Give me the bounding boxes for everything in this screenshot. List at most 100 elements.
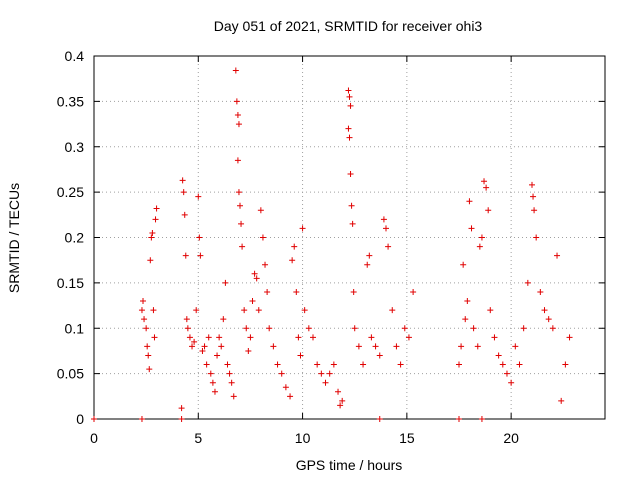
- data-point: [191, 338, 198, 345]
- data-point: [351, 325, 358, 332]
- data-point: [476, 243, 483, 250]
- data-point: [291, 243, 298, 250]
- data-point: [203, 361, 210, 368]
- data-point: [282, 384, 289, 391]
- data-point: [554, 252, 561, 259]
- data-point: [146, 366, 153, 373]
- data-point: [235, 121, 242, 128]
- data-point: [234, 111, 241, 118]
- y-tick-label: 0.05: [57, 366, 84, 382]
- data-point: [345, 125, 352, 132]
- data-point: [259, 234, 266, 241]
- data-point: [149, 229, 156, 236]
- y-tick-label: 0.1: [65, 320, 85, 336]
- data-point: [144, 343, 151, 350]
- data-point: [274, 361, 281, 368]
- data-point: [278, 370, 285, 377]
- data-point: [335, 388, 342, 395]
- data-point: [220, 316, 227, 323]
- x-tick-label: 0: [90, 430, 98, 446]
- data-point: [152, 216, 159, 223]
- data-point: [512, 343, 519, 350]
- data-point: [235, 189, 242, 196]
- data-point: [389, 307, 396, 314]
- data-point: [347, 170, 354, 177]
- data-point: [366, 252, 373, 259]
- data-point: [222, 279, 229, 286]
- data-point: [549, 325, 556, 332]
- y-tick-label: 0: [76, 411, 84, 427]
- data-point: [322, 379, 329, 386]
- data-point: [474, 343, 481, 350]
- data-point: [183, 316, 190, 323]
- data-point: [470, 325, 477, 332]
- data-point: [255, 307, 262, 314]
- data-point: [310, 334, 316, 341]
- data-point: [360, 361, 367, 368]
- data-point: [262, 261, 269, 268]
- data-point: [216, 334, 223, 341]
- data-point: [478, 416, 485, 422]
- data-point: [201, 343, 208, 350]
- data-point: [330, 361, 337, 368]
- data-point: [458, 343, 465, 350]
- y-axis-label: SRMTID / TECUs: [6, 183, 22, 293]
- data-point: [270, 343, 277, 350]
- data-point: [91, 416, 97, 422]
- data-point: [460, 261, 467, 268]
- data-point: [545, 316, 552, 323]
- data-point: [314, 361, 321, 368]
- data-point: [468, 225, 475, 232]
- data-point: [289, 257, 296, 264]
- data-point: [326, 370, 333, 377]
- data-points: [91, 67, 573, 422]
- data-point: [179, 177, 186, 184]
- data-point: [347, 102, 354, 109]
- data-point: [339, 397, 346, 404]
- grid-lines: [94, 56, 605, 419]
- data-point: [195, 193, 202, 200]
- data-point: [462, 316, 469, 323]
- data-point: [287, 393, 294, 400]
- data-point: [318, 370, 325, 377]
- data-point: [385, 243, 392, 250]
- data-point: [197, 252, 204, 259]
- data-point: [372, 343, 379, 350]
- data-point: [138, 307, 145, 314]
- x-tick-label: 20: [503, 430, 519, 446]
- data-point: [376, 352, 383, 359]
- data-point: [483, 184, 490, 191]
- data-point: [245, 347, 252, 354]
- data-point: [140, 298, 147, 305]
- data-point: [301, 307, 308, 314]
- data-point: [211, 388, 218, 395]
- data-point: [499, 361, 506, 368]
- data-point: [249, 298, 256, 305]
- data-point: [345, 87, 352, 94]
- data-point: [293, 288, 300, 295]
- data-point: [143, 325, 150, 332]
- data-point: [226, 370, 233, 377]
- data-point: [264, 288, 271, 295]
- y-tick-label: 0.35: [57, 93, 84, 109]
- data-point: [232, 67, 239, 74]
- y-tick-label: 0.3: [65, 139, 85, 155]
- data-point: [184, 325, 191, 332]
- data-point: [485, 207, 492, 214]
- data-point: [495, 352, 502, 359]
- data-point: [503, 370, 510, 377]
- data-point: [196, 234, 203, 241]
- data-point: [209, 379, 216, 386]
- data-point: [180, 189, 187, 196]
- data-point: [401, 325, 408, 332]
- data-point: [516, 361, 523, 368]
- data-point: [410, 288, 417, 295]
- data-point: [350, 288, 357, 295]
- data-point: [253, 275, 260, 282]
- data-point: [228, 379, 235, 386]
- data-point: [491, 334, 498, 341]
- data-point: [297, 352, 304, 359]
- y-tick-label: 0.2: [65, 230, 85, 246]
- data-point: [456, 361, 462, 368]
